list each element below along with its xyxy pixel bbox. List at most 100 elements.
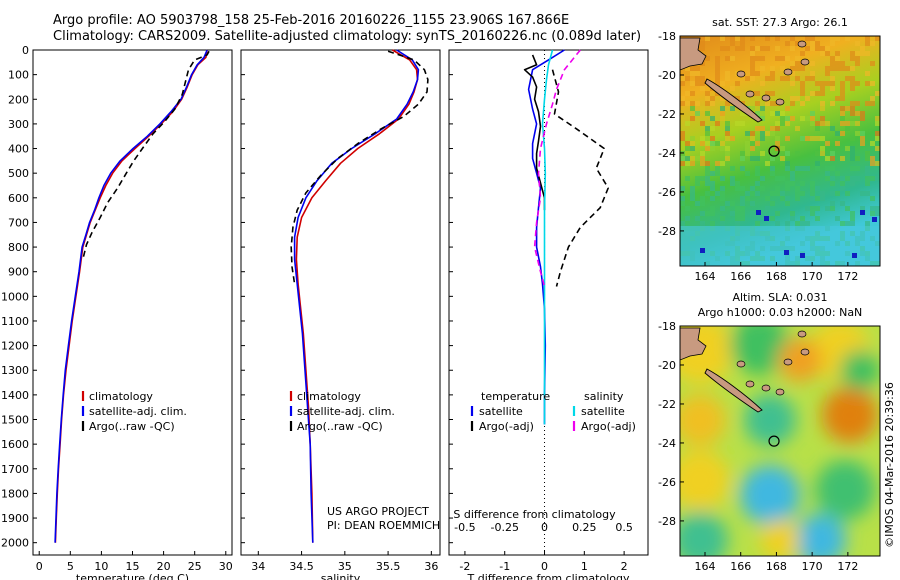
sst-pixel	[755, 221, 760, 226]
sst-pixel	[755, 191, 760, 196]
map-sst_map: 164 166 168 170 172 -18 -20 -22 -24 -26 -28	[658, 30, 881, 283]
sst-pixel	[855, 176, 860, 181]
argo-location-marker	[768, 435, 780, 447]
map-y-tick-label: -20	[658, 69, 676, 82]
sst-pixel	[855, 101, 860, 106]
sst-pixel	[705, 146, 710, 151]
sst-pixel	[790, 96, 795, 101]
sst-pixel	[690, 146, 695, 151]
sst-pixel	[690, 156, 695, 161]
sst-pixel-dark	[800, 253, 805, 258]
sst-pixel	[815, 151, 820, 156]
sst-pixel	[690, 66, 695, 71]
sst-pixel	[765, 91, 770, 96]
sst-pixel	[695, 201, 700, 206]
sst-pixel	[840, 66, 845, 71]
sst-pixel	[830, 36, 835, 41]
sst-pixel	[845, 176, 850, 181]
sst-pixel	[790, 116, 795, 121]
sst-pixel	[720, 116, 725, 121]
sst-pixel	[695, 111, 700, 116]
sst-pixel	[855, 56, 860, 61]
sst-pixel	[795, 56, 800, 61]
map-field	[680, 326, 880, 556]
sst-pixel	[860, 116, 865, 121]
sst-pixel	[755, 171, 760, 176]
sst-pixel	[695, 181, 700, 186]
sst-pixel	[845, 76, 850, 81]
sst-pixel	[855, 51, 860, 56]
sst-pixel	[805, 206, 810, 211]
top-tick-label: -0.25	[490, 521, 518, 534]
map-y-tick-label: -18	[658, 320, 676, 333]
sst-pixel	[795, 196, 800, 201]
sst-pixel	[725, 46, 730, 51]
sst-pixel	[775, 221, 780, 226]
sst-pixel	[840, 186, 845, 191]
sst-pixel	[820, 81, 825, 86]
sst-pixel	[760, 106, 765, 111]
sst-pixel	[735, 221, 740, 226]
sst-pixel	[840, 106, 845, 111]
sst-pixel	[835, 56, 840, 61]
sst-pixel	[830, 126, 835, 131]
sst-pixel	[720, 81, 725, 86]
sst-pixel	[805, 221, 810, 226]
sst-pixel	[870, 211, 875, 216]
sst-pixel	[815, 166, 820, 171]
top-axis-label: S difference from climatology	[453, 508, 616, 521]
sst-pixel	[860, 141, 865, 146]
sst-pixel	[820, 151, 825, 156]
island	[745, 90, 755, 98]
sst-pixel	[835, 191, 840, 196]
sst-pixel	[765, 101, 770, 106]
sst-pixel	[805, 46, 810, 51]
sst-pixel-dark	[872, 217, 877, 222]
sst-pixel	[805, 166, 810, 171]
sst-pixel	[760, 66, 765, 71]
sst-pixel	[785, 166, 790, 171]
sst-pixel	[690, 136, 695, 141]
sst-pixel	[805, 136, 810, 141]
sst-pixel	[850, 121, 855, 126]
sst-pixel	[815, 136, 820, 141]
sla-blob	[680, 450, 730, 510]
sst-pixel	[740, 36, 745, 41]
series-argo-black-dashed	[551, 69, 610, 287]
sst-pixel	[800, 136, 805, 141]
sst-pixel	[845, 66, 850, 71]
title-line-2: Climatology: CARS2009. Satellite-adjuste…	[53, 29, 642, 44]
map-y-tick-label: -22	[658, 398, 676, 411]
sst-pixel	[775, 191, 780, 196]
legend-label: Argo(..raw -QC)	[89, 420, 175, 433]
sst-pixel	[785, 121, 790, 126]
sst-pixel	[845, 191, 850, 196]
sst-pixel	[875, 121, 880, 126]
sst-pixel	[750, 71, 755, 76]
sst-pixel	[825, 71, 830, 76]
sst-pixel	[765, 36, 770, 41]
island	[761, 94, 771, 102]
sst-pixel	[835, 36, 840, 41]
sst-pixel	[840, 96, 845, 101]
sst-pixel	[825, 121, 830, 126]
sst-pixel	[735, 186, 740, 191]
depth-tick-label: 1400	[1, 389, 29, 402]
sst-pixel	[875, 91, 880, 96]
sla-blob	[740, 465, 800, 525]
map-x-tick-label: 166	[730, 270, 751, 283]
sst-pixel	[815, 186, 820, 191]
sla-blob	[794, 514, 846, 556]
sst-pixel	[735, 81, 740, 86]
sst-pixel	[750, 66, 755, 71]
depth-tick-label: 800	[8, 241, 29, 254]
top-tick-label: -0.5	[454, 521, 475, 534]
sst-pixel	[700, 106, 705, 111]
map-y-tick-label: -22	[658, 108, 676, 121]
sst-pixel	[700, 156, 705, 161]
depth-tick-label: 1600	[1, 438, 29, 451]
sst-pixel	[770, 71, 775, 76]
sst-pixel	[840, 221, 845, 226]
sst-pixel	[755, 181, 760, 186]
sst-pixel	[840, 176, 845, 181]
